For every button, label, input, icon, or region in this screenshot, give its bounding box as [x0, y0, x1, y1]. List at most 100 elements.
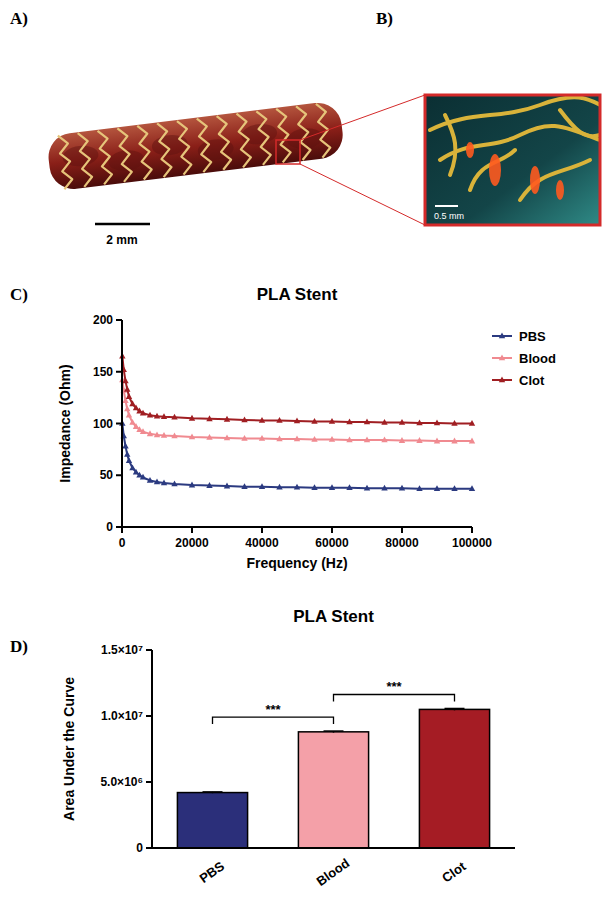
data-point — [124, 386, 130, 392]
data-point — [294, 417, 300, 423]
data-point — [451, 420, 457, 426]
error-bar-cap — [445, 708, 465, 710]
clot-spot — [489, 154, 501, 186]
scale-bar-label: 0.5 mm — [434, 211, 464, 221]
page: {"figure": {"panels": [ {"letter": "A)",… — [0, 0, 611, 903]
x-tick — [191, 527, 193, 533]
stent-strut — [157, 122, 173, 177]
data-point — [434, 485, 440, 491]
y-axis-line — [151, 650, 153, 848]
data-point — [346, 484, 352, 490]
data-point — [311, 418, 317, 424]
y-tick — [116, 526, 122, 528]
stent-strut — [98, 130, 114, 185]
error-bar-cap — [324, 730, 344, 732]
data-point — [434, 438, 440, 444]
data-point — [147, 430, 153, 436]
data-point — [206, 482, 212, 488]
clot-spot — [556, 180, 564, 200]
data-point — [294, 484, 300, 490]
error-bar — [203, 792, 223, 793]
stent-strut — [177, 120, 193, 175]
stent-strut — [117, 127, 133, 182]
x-tick-label: 80000 — [385, 536, 419, 550]
x-tick-label: Clot — [439, 858, 469, 885]
data-point — [329, 436, 335, 442]
data-point — [294, 436, 300, 442]
data-point — [161, 480, 167, 486]
data-point — [224, 434, 230, 440]
data-point — [434, 419, 440, 425]
data-point — [154, 431, 160, 437]
y-tick-label: 1.5×10⁷ — [101, 643, 143, 657]
data-point — [276, 417, 282, 423]
y-tick — [116, 371, 122, 373]
panel-letter: C) — [10, 285, 28, 304]
data-point — [469, 485, 475, 491]
y-tick-label: 0 — [106, 520, 113, 534]
y-tick — [146, 715, 152, 717]
y-axis-title: Area Under the Curve — [61, 677, 77, 821]
strut-strand — [520, 160, 590, 200]
stent-strut — [256, 110, 272, 165]
panel-letter: D) — [10, 637, 28, 656]
stent-strut — [58, 135, 74, 190]
data-point — [416, 437, 422, 443]
stent-strut — [137, 125, 153, 180]
data-point — [126, 457, 132, 463]
stent-strut — [316, 103, 332, 158]
strut-strand — [445, 115, 455, 175]
x-tick — [331, 527, 333, 533]
x-tick-label: PBS — [197, 858, 228, 886]
data-point — [364, 418, 370, 424]
data-point — [189, 433, 195, 439]
y-tick — [146, 847, 152, 849]
y-tick-label: 0 — [136, 841, 143, 855]
data-point — [329, 418, 335, 424]
data-point — [171, 432, 177, 438]
series-line — [122, 424, 472, 489]
stent-strut — [236, 113, 252, 168]
bar-chart: PLA StentPBSBloodClot05.0×10⁶1.0×10⁷1.5×… — [61, 607, 515, 889]
x-tick-label: Blood — [314, 855, 353, 888]
x-tick-label: 60000 — [315, 536, 349, 550]
data-point — [276, 484, 282, 490]
significance-label: *** — [386, 679, 402, 694]
scale-bar — [95, 223, 150, 226]
bar — [419, 709, 489, 848]
data-point — [133, 469, 139, 475]
panel-letter: B) — [376, 9, 393, 28]
error-bar — [324, 731, 344, 733]
bar — [298, 732, 368, 848]
chart-title: PLA Stent — [257, 285, 338, 304]
legend-label: PBS — [519, 329, 546, 344]
data-point — [161, 413, 167, 419]
data-point — [329, 484, 335, 490]
x-tick-label: 0 — [119, 536, 126, 550]
data-point — [189, 482, 195, 488]
data-point — [311, 484, 317, 490]
chart-title: PLA Stent — [293, 607, 374, 626]
data-point — [140, 410, 146, 416]
zoom-box — [276, 140, 300, 164]
data-point — [171, 414, 177, 420]
data-point — [224, 416, 230, 422]
data-point — [147, 477, 153, 483]
inset-photo — [425, 95, 600, 225]
data-point — [122, 443, 128, 449]
y-axis-title: Impedance (Ohm) — [57, 364, 73, 482]
data-point — [381, 419, 387, 425]
data-point — [124, 406, 130, 412]
clot-spot — [466, 142, 474, 158]
data-point — [140, 474, 146, 480]
stent-strut — [296, 105, 312, 160]
data-point — [364, 485, 370, 491]
y-tick-label: 50 — [100, 468, 114, 482]
data-point — [126, 412, 132, 418]
data-point — [241, 483, 247, 489]
x-tick-label: 40000 — [245, 536, 279, 550]
y-tick — [146, 649, 152, 651]
data-point — [399, 419, 405, 425]
plot-area — [119, 353, 475, 491]
data-point — [154, 478, 160, 484]
